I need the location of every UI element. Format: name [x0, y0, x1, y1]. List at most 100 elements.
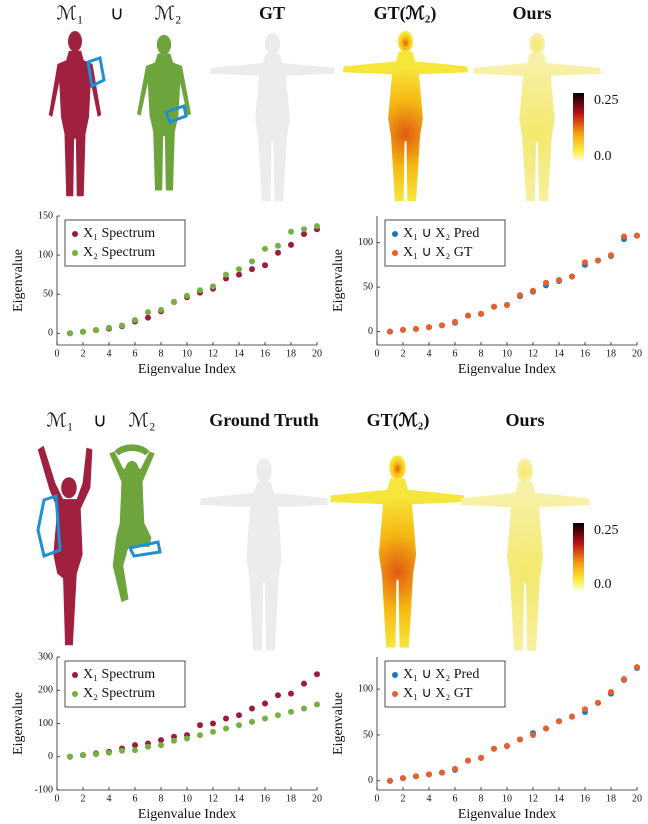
point	[465, 757, 471, 764]
legend-box	[64, 219, 186, 267]
point	[236, 271, 242, 278]
point	[439, 769, 445, 776]
point	[504, 742, 510, 749]
colorbar-label: 0.0	[594, 149, 612, 164]
point	[452, 318, 458, 325]
point	[158, 742, 164, 749]
point	[236, 722, 242, 729]
point	[106, 749, 112, 756]
x-tick-label: 20	[312, 348, 322, 359]
header: ℳ₂	[129, 410, 156, 431]
point	[80, 752, 86, 759]
x-tick-label: 20	[632, 793, 642, 804]
point	[595, 257, 601, 264]
point	[288, 690, 294, 697]
x-tick-label: 16	[580, 793, 590, 804]
y-tick-label: 50	[363, 281, 373, 292]
x-tick-label: 2	[81, 348, 86, 359]
header: GT(ℳ₂)	[374, 3, 437, 24]
point	[119, 747, 125, 754]
point	[556, 277, 562, 284]
point	[132, 747, 138, 754]
point	[119, 322, 125, 329]
point	[543, 725, 549, 732]
legend-label: X₁ Spectrum	[83, 226, 155, 241]
point	[275, 692, 281, 699]
point	[197, 732, 203, 739]
point	[67, 330, 73, 337]
point	[478, 754, 484, 761]
header: ℳ₁	[47, 410, 74, 431]
mesh-heat	[330, 455, 465, 648]
mesh-heat	[342, 30, 469, 202]
point	[184, 735, 190, 742]
x-axis-label: Eigenvalue Index	[458, 362, 556, 377]
point	[314, 671, 320, 678]
point	[504, 301, 510, 308]
legend-label: X₁ ∪ X₂ Pred	[403, 226, 479, 241]
point	[158, 306, 164, 313]
point	[543, 279, 549, 286]
colorbar-label: 0.25	[594, 523, 619, 538]
mesh-row	[48, 30, 602, 202]
point	[314, 223, 320, 230]
point	[145, 309, 151, 316]
x-tick-label: 2	[81, 793, 86, 804]
point	[301, 226, 307, 233]
colorbar-label: 0.25	[594, 93, 619, 108]
point	[262, 700, 268, 707]
point	[439, 322, 445, 329]
point	[249, 705, 255, 712]
point	[569, 273, 575, 280]
legend-marker	[392, 691, 398, 697]
legend-box	[64, 660, 186, 708]
point	[608, 688, 614, 695]
mesh-gt	[209, 32, 336, 202]
colorbar-label: 0.0	[594, 577, 612, 592]
x-tick-label: 18	[606, 793, 616, 804]
legend-label: X₁ Spectrum	[83, 667, 155, 682]
point	[478, 310, 484, 317]
y-axis-label: Eigenvalue	[11, 692, 26, 755]
point	[288, 228, 294, 235]
header: Ours	[512, 3, 551, 23]
mesh-gt	[199, 458, 329, 651]
legend-marker	[72, 231, 78, 237]
point	[595, 699, 601, 706]
x-tick-label: 10	[182, 348, 192, 359]
point	[210, 283, 216, 290]
x-tick-label: 10	[182, 793, 192, 804]
point	[530, 287, 536, 294]
y-tick-label: 0	[368, 775, 373, 786]
point	[491, 303, 497, 310]
x-tick-label: 16	[260, 793, 270, 804]
x-tick-label: 4	[427, 793, 432, 804]
x-tick-label: 0	[55, 793, 60, 804]
legend-marker	[392, 231, 398, 237]
point	[634, 664, 640, 671]
point	[171, 299, 177, 305]
point	[621, 233, 627, 240]
mesh-m1	[37, 445, 93, 646]
point	[223, 271, 229, 278]
point	[80, 328, 86, 335]
x-tick-label: 18	[286, 793, 296, 804]
point	[301, 705, 307, 712]
point	[106, 324, 112, 331]
legend-label: X₂ Spectrum	[83, 686, 155, 701]
point	[491, 745, 497, 752]
point	[171, 737, 177, 744]
point	[145, 314, 151, 321]
x-tick-label: 20	[632, 348, 642, 359]
point	[275, 249, 281, 256]
header: ℳ₂	[155, 3, 182, 24]
region	[86, 56, 106, 89]
point	[556, 718, 562, 725]
point	[517, 292, 523, 299]
y-tick-label: 100	[38, 718, 53, 729]
point	[314, 701, 320, 708]
x-tick-label: 12	[208, 793, 218, 804]
point	[249, 718, 255, 725]
point	[93, 327, 99, 334]
